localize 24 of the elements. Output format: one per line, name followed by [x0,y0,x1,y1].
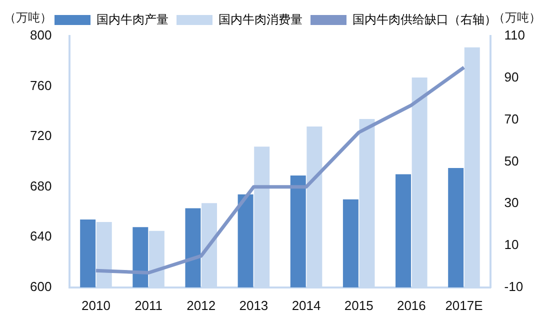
y2-tick-label: 90 [504,69,519,84]
x-tick-label: 2017E [445,298,484,313]
legend-label: 国内牛肉产量 [96,12,168,26]
x-tick-label: 2012 [186,298,216,313]
y-tick-label: 600 [30,278,52,294]
y-axis-title: （万吨） [4,10,52,24]
y2-tick-label: 10 [504,237,519,252]
y2-tick-label: 30 [504,195,519,210]
y2-tick-label: -10 [504,278,524,294]
x-tick-label: 2010 [82,298,110,313]
y-tick-label: 680 [30,178,52,194]
x-tick-label: 2015 [344,298,374,313]
y-tick-label: 720 [30,128,52,144]
y-tick-label: 800 [30,28,52,43]
x-tick-label: 2011 [134,298,163,313]
legend-label: 国内牛肉消费量 [218,12,302,26]
x-tick-label: 2016 [396,298,426,313]
y2-tick-label: 110 [504,28,526,43]
y2-tick-label: 70 [504,111,519,126]
y-tick-label: 760 [30,78,52,93]
x-tick-label: 2013 [239,298,268,313]
y-tick-label: 640 [30,228,52,244]
x-tick-label: 2014 [292,298,321,313]
y2-tick-label: 50 [504,153,519,168]
